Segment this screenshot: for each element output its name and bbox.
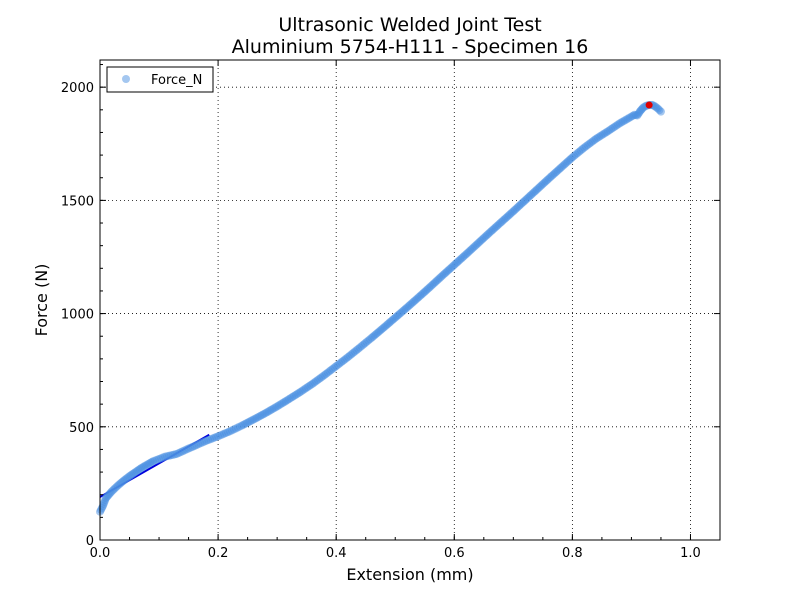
data-points (96, 100, 665, 516)
y-tick-label: 1500 (61, 194, 94, 209)
x-tick-label: 0.4 (326, 546, 347, 561)
chart-title: Ultrasonic Welded Joint Test (278, 14, 541, 36)
force-n-point (656, 107, 665, 116)
x-axis-label: Extension (mm) (346, 565, 473, 584)
x-tick-label: 0.6 (444, 546, 465, 561)
y-axis-label: Force (N) (32, 264, 51, 337)
plot-frame (99, 59, 721, 541)
x-tick-label: 0.8 (562, 546, 583, 561)
x-tick-label: 1.0 (680, 546, 701, 561)
y-tick-label: 1000 (61, 308, 94, 323)
y-tick-label: 0 (86, 534, 94, 549)
y-tick-label: 500 (69, 421, 94, 436)
legend: Force_N (106, 66, 214, 93)
chart-subtitle: Aluminium 5754-H111 - Specimen 16 (232, 36, 589, 58)
legend-marker (122, 75, 130, 83)
peak-point (645, 101, 653, 109)
legend-label-force-n: Force_N (151, 73, 202, 88)
x-tick-label: 0.2 (208, 546, 229, 561)
axis-ticks: 0.0 0.2 0.4 0.6 0.8 1.0 0 500 1000 1500 2000 (61, 60, 721, 561)
x-tick-label: 0.0 (90, 546, 111, 561)
y-tick-label: 2000 (61, 81, 94, 96)
